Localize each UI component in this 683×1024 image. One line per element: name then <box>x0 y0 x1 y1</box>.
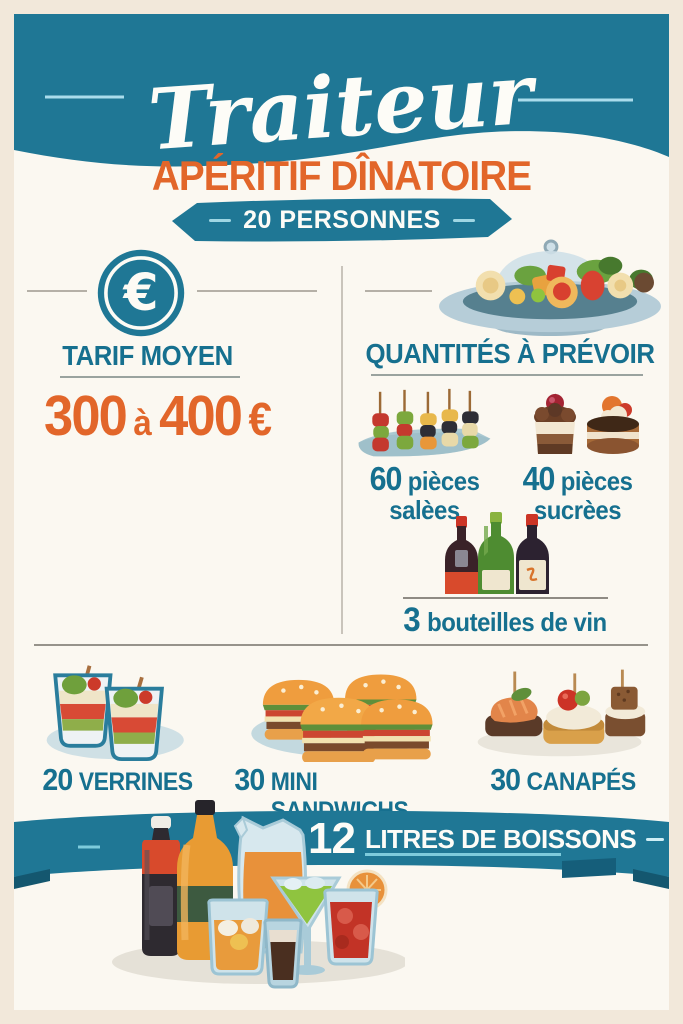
drinks-banner: 12 LITRES DE BOISSONS <box>308 814 665 864</box>
red-drink-glass-icon <box>323 869 388 966</box>
drinks-text: LITRES DE BOISSONS <box>364 823 637 854</box>
mini-sandwichs-icon <box>251 674 433 762</box>
dash-decoration <box>209 218 232 222</box>
price-connector: à <box>133 402 152 443</box>
decorative-line <box>197 290 317 292</box>
tarif-heading: TARIF MOYEN <box>62 340 233 371</box>
price-currency: € <box>248 393 273 445</box>
decorative-line <box>365 290 432 292</box>
quantities-heading: QUANTITÉS À PRÉVOIR <box>365 338 655 369</box>
section-divider <box>34 644 648 646</box>
verrines-text: VERRINES <box>78 768 193 796</box>
verrines-icon <box>46 665 184 762</box>
price-from: 300 <box>43 384 128 448</box>
canapes-text: CANAPÉS <box>526 768 637 796</box>
skewers-icon <box>358 388 491 457</box>
header-banner: Traiteur <box>14 14 669 169</box>
persons-badge: 20 PERSONNES <box>172 197 512 243</box>
price-to: 400 <box>159 384 243 448</box>
poster-subtitle: APÉRITIF DÎNATOIRE <box>151 152 532 199</box>
verrines-label: 20 VERRINES <box>23 762 212 798</box>
savory-unit: pièces <box>407 466 480 496</box>
underline <box>371 374 643 376</box>
underline <box>60 376 240 378</box>
savory-kind: salèes <box>389 494 460 525</box>
verrines-qty: 20 <box>42 762 73 797</box>
drinks-icon <box>112 800 405 989</box>
persons-ribbon <box>172 198 512 242</box>
dash-decoration <box>646 837 665 841</box>
wine-qty: 3 <box>403 601 421 639</box>
wine-caption: 3 bouteilles de vin <box>395 601 616 640</box>
wine-label: bouteilles de vin <box>427 607 607 637</box>
sweet-unit: pièces <box>560 466 633 496</box>
savory-quantity: 60 pièces salèes <box>358 460 491 525</box>
savory-qty: 60 <box>369 460 403 497</box>
canapes-label: 30 CANAPÉS <box>476 762 651 798</box>
wine-bottles-icon <box>445 512 549 594</box>
sweet-kind: sucrèes <box>533 494 622 525</box>
persons-badge-label: 20 PERSONNES <box>243 205 441 234</box>
underline <box>403 597 608 599</box>
sandwichs-qty: 30 <box>234 762 265 797</box>
tarif-price: 300 à 400 € <box>20 383 296 449</box>
cola-glass-icon <box>263 918 303 989</box>
canapes-icon <box>477 669 646 757</box>
cola-bottle-icon <box>142 816 180 956</box>
underline <box>365 853 561 856</box>
whiskey-glass-icon <box>207 898 269 976</box>
desserts-icon <box>534 393 639 454</box>
euro-coin-icon: € <box>97 249 185 337</box>
sweet-qty: 40 <box>522 460 556 497</box>
sweet-quantity: 40 pièces sucrèes <box>511 460 644 525</box>
canapes-qty: 30 <box>490 762 521 797</box>
dash-decoration <box>452 218 475 222</box>
decorative-line <box>27 290 87 292</box>
platter-icon <box>439 239 661 337</box>
drinks-qty: 12 <box>308 814 356 863</box>
svg-text:€: € <box>122 263 158 322</box>
column-divider <box>341 266 343 634</box>
